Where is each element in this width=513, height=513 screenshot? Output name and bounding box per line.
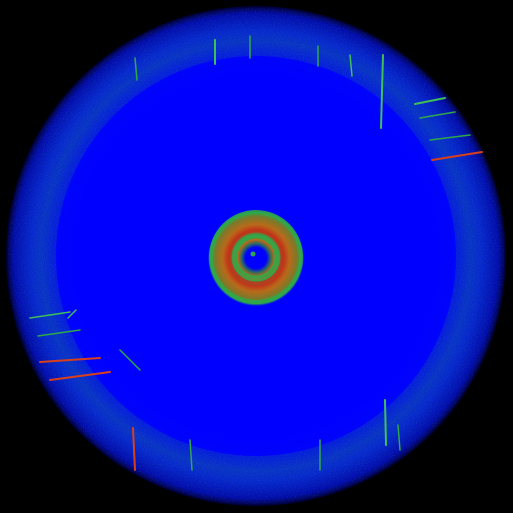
streak	[67, 309, 77, 319]
streak	[380, 54, 384, 129]
streak	[119, 349, 141, 371]
ring-center-hole	[246, 248, 266, 268]
streak	[134, 57, 138, 81]
streak	[49, 371, 111, 381]
streak	[189, 439, 193, 471]
streak	[431, 151, 483, 161]
streak	[397, 424, 401, 451]
streak	[384, 399, 387, 446]
ring-red-band	[228, 229, 284, 285]
streak	[419, 111, 456, 119]
center-ring	[208, 210, 304, 306]
streak	[39, 357, 101, 363]
ring-green-inner	[234, 235, 278, 279]
streak	[132, 427, 136, 471]
edge-streaks	[29, 35, 483, 471]
streak	[29, 311, 71, 319]
streak	[349, 54, 353, 77]
ring-outline-green	[209, 210, 303, 304]
streak	[414, 97, 446, 105]
ring-center-dot	[250, 251, 256, 257]
streak	[37, 329, 81, 337]
streak	[429, 134, 471, 141]
